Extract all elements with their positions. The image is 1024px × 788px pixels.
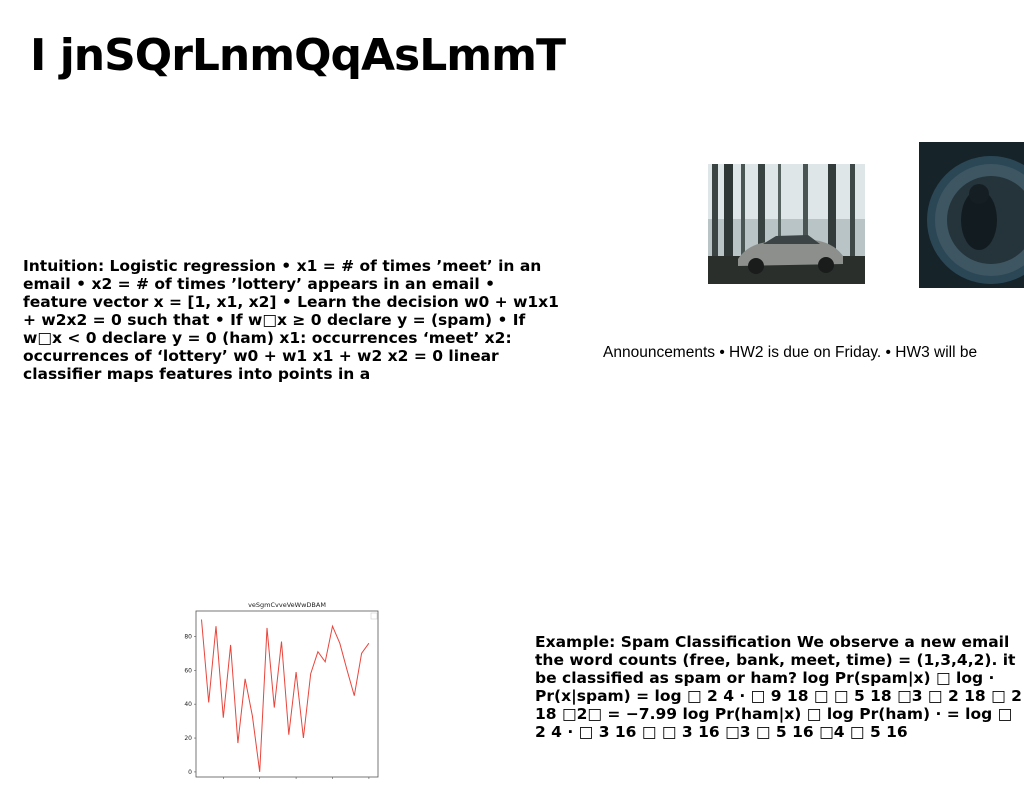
forest-car-photo-art [708,164,865,284]
chart-title: veSgmCvveVeWwDBAM [248,601,326,609]
chart-ticks: 20406080100020406080 [184,633,370,779]
lens-reflection-photo [919,142,1024,288]
forest-car-photo [708,164,865,284]
slide-title: I jnSQrLnmQqAsLmmT [30,30,566,81]
y-tick-label: 40 [184,701,192,708]
line-chart: veSgmCvveVeWwDBAM 20406080100020406080 [178,598,388,780]
example-text: Example: Spam Classification We observe … [535,633,1022,741]
y-tick-label: 0 [188,769,192,776]
chart-series-line [201,619,370,772]
intuition-text: Intuition: Logistic regression • x1 = # … [23,257,559,383]
y-tick-label: 20 [184,735,192,742]
lens-reflection-photo-art [919,142,1024,288]
chart-plot-frame [195,610,379,778]
announcements-text: Announcements • HW2 is due on Friday. • … [603,344,978,361]
legend-box-icon [370,612,378,620]
line-chart-svg: veSgmCvveVeWwDBAM 20406080100020406080 [184,601,379,779]
y-tick-label: 60 [184,667,192,674]
y-tick-label: 80 [184,633,192,640]
